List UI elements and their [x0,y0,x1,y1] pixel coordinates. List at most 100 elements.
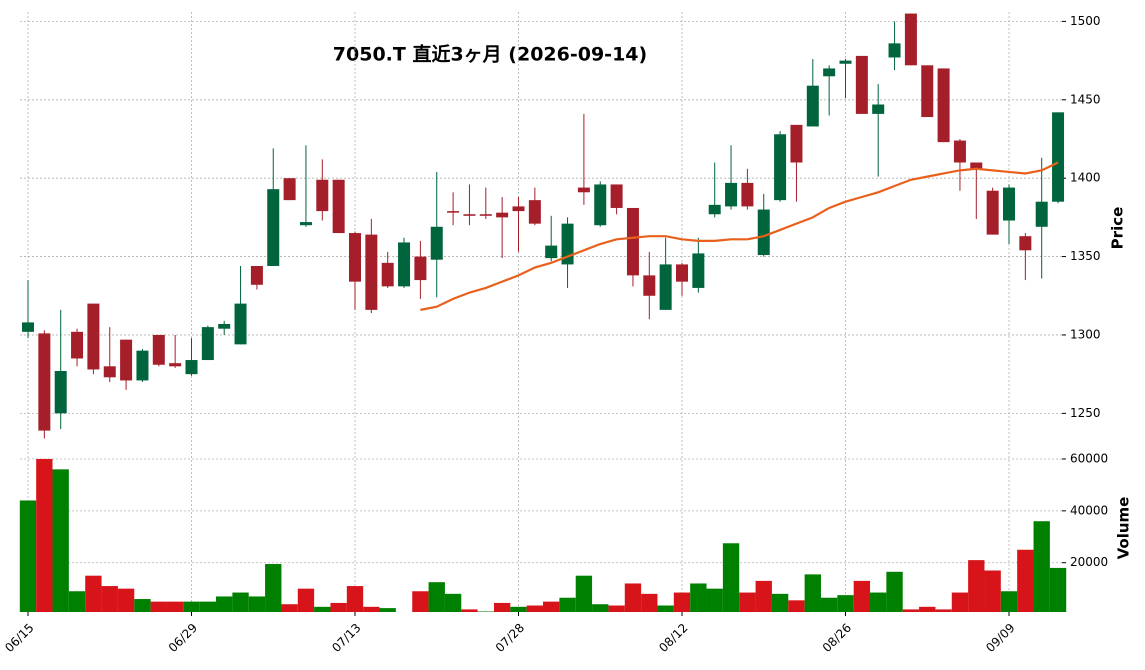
candle-body [152,334,165,365]
candle-body [610,184,623,208]
x-tick-label: 08/12 [656,621,690,655]
candle-body [561,223,574,265]
candle-body [626,207,639,276]
candle-body [1003,187,1015,221]
candle-body [741,182,754,207]
candle-body [512,206,525,212]
volume-bar [870,592,887,612]
candle-body [316,179,329,212]
candle-body [790,124,803,163]
candle-body [888,43,901,58]
volume-bar [297,588,315,612]
volume-bar [592,604,609,612]
volume-bar [902,609,920,612]
candle-body [970,162,983,169]
candle-body [1052,112,1065,202]
candle-body [643,275,656,296]
candle-body [1035,201,1048,227]
candle-body [267,189,280,266]
candle-body [332,179,345,234]
volume-bar [52,469,69,612]
y-tick-label: 1250 [1070,406,1101,420]
candle-body [218,323,231,329]
volume-bar [379,608,396,612]
volume-bar [493,602,511,612]
volume-bar [673,592,691,612]
volume-bar [919,606,936,612]
volume-bar [984,570,1001,612]
volume-bar [968,560,985,612]
chart-title: 7050.T 直近3ヶ月 (2026-09-14) [333,43,647,66]
candle-body [545,245,558,259]
volume-bar [330,602,347,612]
candle-body [528,200,541,224]
x-tick-label: 07/28 [493,621,527,655]
candle-body [120,339,133,381]
volume-bar [85,575,102,612]
candle-body [185,360,198,375]
volume-bar [853,580,871,612]
y2-tick-label: 40000 [1070,503,1108,517]
volume-bar [68,591,86,612]
candle-body [986,190,999,235]
volume-bar [935,609,952,612]
volume-bar [722,543,740,612]
candle-body [659,264,672,310]
volume-bar [1017,549,1034,612]
volume-bar [117,588,135,612]
volume-bar [461,609,478,612]
volume-bar [232,592,249,612]
volume-bar [706,588,723,612]
volume-bar [690,583,707,612]
candle-body [71,331,84,359]
candle-body [201,327,214,361]
candle-body [953,140,966,163]
volume-bar [265,564,282,612]
candle-body [103,366,116,378]
candle-body [904,13,917,66]
volume-bar [281,604,298,612]
volume-bar [248,596,266,612]
y2-tick-label: 20000 [1070,555,1108,569]
x-tick-label: 08/26 [820,621,854,655]
candle-body [38,333,51,431]
volume-bar [199,601,217,612]
volume-bar [608,605,625,612]
volume-bar [150,601,167,612]
candle-body [496,212,509,218]
candle-body [806,85,819,127]
y-tick-label: 1500 [1070,14,1101,28]
volume-bar [428,582,445,612]
candle-body [349,233,361,282]
volume-bar [657,605,674,612]
volume-bar [314,606,331,612]
volume-bar [804,574,821,612]
volume-bar [739,592,756,612]
volume-bar [101,586,118,612]
candle-body [937,68,950,143]
y2-axis-label: Volume [1115,497,1133,560]
candle-body [594,184,607,226]
volume-bar [166,601,184,612]
candle-body [921,65,934,118]
volume-bar [886,571,903,612]
volume-bar [36,458,53,612]
candle-body [872,104,885,114]
volume-bar [1049,567,1067,612]
volume-bar [346,586,364,612]
volume-bar [183,601,200,612]
candle-body [1019,236,1032,251]
volume-bar [134,599,151,612]
candle-body [855,55,868,114]
candle-body [839,60,852,64]
volume-bar [641,593,658,612]
candle-body [299,222,312,226]
candle-body [692,253,705,288]
volume-bar [444,593,462,612]
volume-bar [363,606,380,612]
candle-body [708,204,721,215]
candle-body [54,371,67,414]
candle-body [725,182,738,207]
volume-bar [216,596,233,612]
